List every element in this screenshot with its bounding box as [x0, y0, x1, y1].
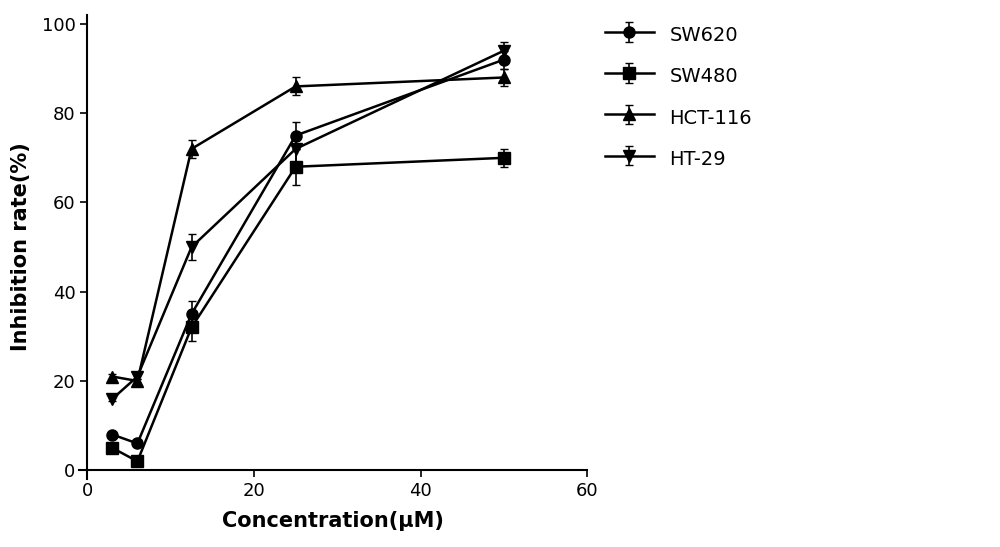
X-axis label: Concentration(μM): Concentration(μM)	[222, 511, 444, 531]
Legend: SW620, SW480, HCT-116, HT-29: SW620, SW480, HCT-116, HT-29	[597, 15, 760, 178]
Y-axis label: Inhibition rate(%): Inhibition rate(%)	[11, 143, 31, 352]
